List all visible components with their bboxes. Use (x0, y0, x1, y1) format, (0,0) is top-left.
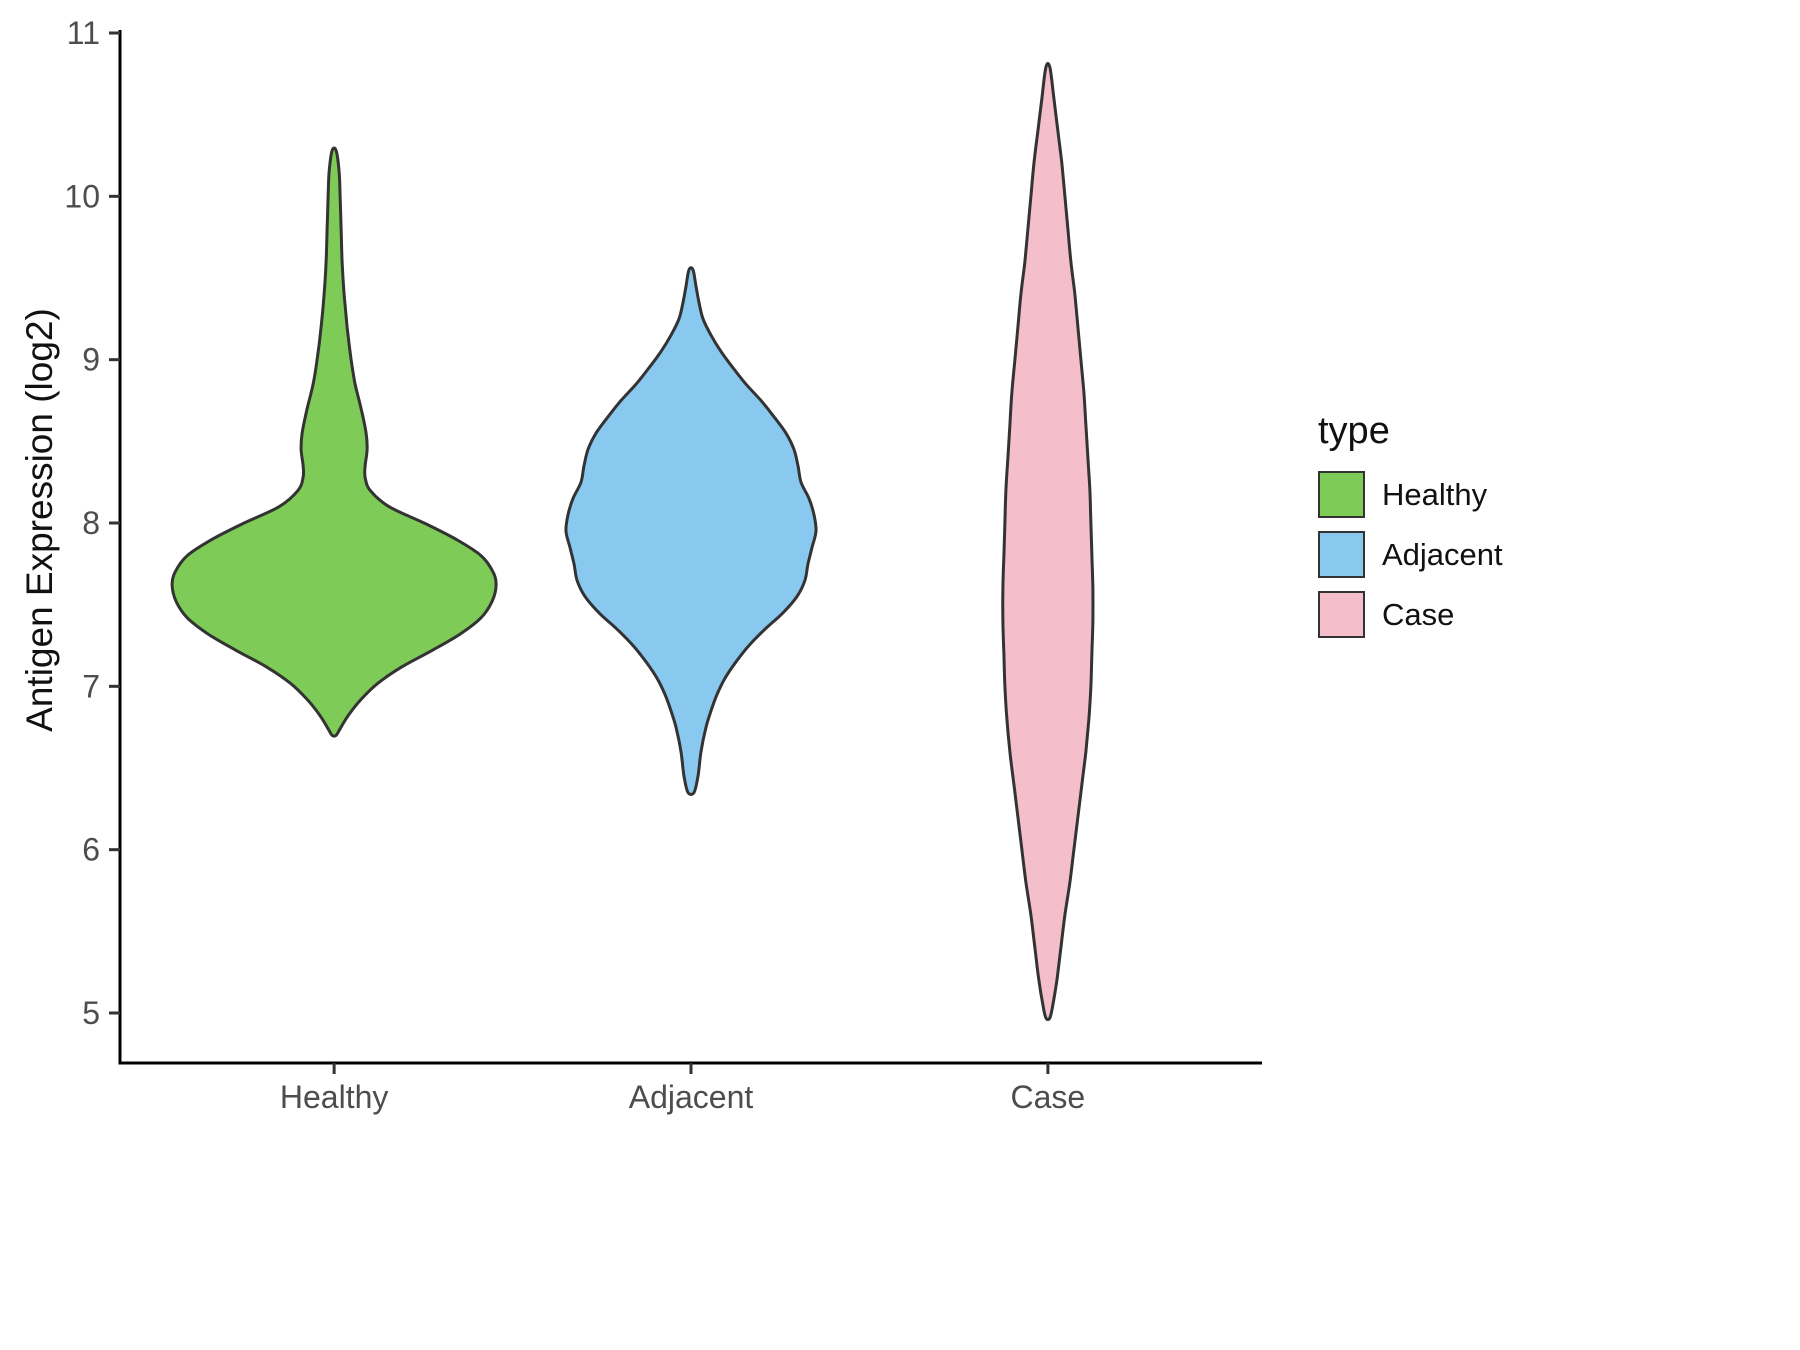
violin-case (1001, 61, 1095, 1022)
legend-item-adjacent: Adjacent (1318, 531, 1503, 578)
y-tick-label: 7 (82, 668, 100, 704)
x-tick-label: Case (1011, 1079, 1086, 1115)
legend-item-case: Case (1318, 591, 1503, 638)
y-axis-title: Antigen Expression (log2) (19, 308, 60, 732)
legend-label-healthy: Healthy (1382, 476, 1488, 512)
y-tick-label: 8 (82, 505, 100, 541)
legend-title: type (1318, 410, 1390, 452)
x-tick-label: Adjacent (629, 1079, 754, 1115)
y-tick-label: 11 (67, 15, 100, 51)
legend-label-adjacent: Adjacent (1382, 536, 1503, 572)
x-tick-label: Healthy (280, 1079, 389, 1115)
legend-item-healthy: Healthy (1318, 471, 1503, 518)
violin-adjacent (564, 266, 818, 797)
legend-swatch-adjacent (1318, 531, 1365, 578)
violin-healthy (170, 146, 498, 738)
y-tick-label: 9 (82, 342, 100, 378)
legend-swatch-case (1318, 591, 1365, 638)
legend: type Healthy Adjacent Case (1318, 410, 1503, 651)
y-tick-label: 5 (82, 995, 100, 1031)
legend-swatch-healthy (1318, 471, 1365, 518)
legend-label-case: Case (1382, 596, 1455, 632)
y-tick-label: 10 (64, 178, 100, 214)
y-tick-label: 6 (82, 832, 100, 868)
